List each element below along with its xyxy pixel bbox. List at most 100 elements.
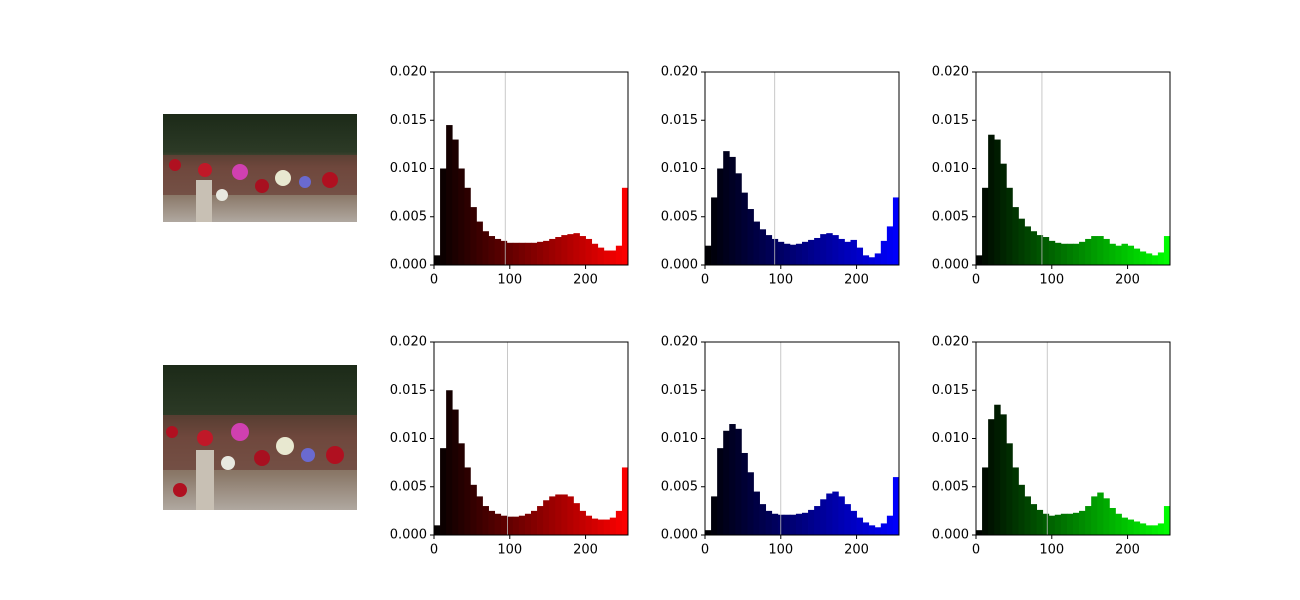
bar — [1091, 236, 1098, 265]
y-tick-label: 0.020 — [390, 335, 427, 350]
bar — [868, 257, 876, 265]
bar — [1048, 240, 1056, 265]
photo-bottom — [163, 365, 357, 510]
bar — [838, 496, 845, 535]
bar — [494, 513, 502, 535]
bar — [1121, 517, 1128, 535]
bar — [1127, 245, 1135, 265]
bar — [1103, 498, 1110, 535]
bar — [1012, 467, 1019, 535]
bar — [814, 506, 821, 535]
x-tick-label: 0 — [972, 273, 980, 288]
bar — [567, 234, 574, 265]
bar — [1066, 243, 1074, 265]
bar — [1073, 512, 1080, 535]
x-tick-label: 200 — [573, 543, 598, 558]
bar — [470, 484, 477, 535]
bar — [615, 510, 623, 535]
bar — [1133, 521, 1141, 535]
bar — [850, 510, 857, 535]
bar — [1139, 523, 1147, 535]
bar — [1109, 507, 1116, 535]
y-tick-label: 0.005 — [661, 479, 698, 494]
bar — [783, 243, 791, 265]
bar — [759, 229, 767, 265]
x-tick-label: 200 — [844, 543, 869, 558]
bar — [753, 221, 760, 265]
bar — [838, 238, 845, 265]
y-tick-label: 0.000 — [661, 528, 698, 543]
y-tick-label: 0.000 — [932, 528, 969, 543]
bar — [531, 242, 538, 265]
bar — [591, 243, 599, 265]
bar — [597, 247, 605, 265]
bar — [434, 525, 441, 535]
x-tick-label: 0 — [430, 273, 438, 288]
bar — [470, 207, 477, 265]
y-tick-label: 0.020 — [390, 65, 427, 80]
bar — [1145, 525, 1153, 535]
bar — [844, 241, 851, 265]
y-tick-label: 0.005 — [661, 209, 698, 224]
bar — [1060, 243, 1068, 265]
bar — [585, 238, 593, 265]
bar — [591, 518, 599, 535]
y-tick-label: 0.005 — [390, 209, 427, 224]
bar — [500, 240, 508, 265]
bar — [1024, 226, 1031, 265]
bar — [567, 496, 574, 535]
y-tick-label: 0.010 — [390, 161, 427, 176]
bar — [537, 241, 544, 265]
bar — [777, 241, 785, 265]
bar — [988, 419, 995, 535]
x-tick-label: 0 — [972, 543, 980, 558]
x-tick-label: 0 — [701, 543, 709, 558]
bar — [531, 510, 538, 535]
x-tick-label: 200 — [1115, 543, 1140, 558]
x-tick-label: 100 — [768, 543, 793, 558]
bar — [1030, 231, 1038, 265]
bar — [814, 237, 821, 265]
y-tick-label: 0.020 — [661, 335, 698, 350]
bar — [1012, 207, 1019, 265]
y-tick-label: 0.010 — [932, 431, 969, 446]
bar — [573, 233, 580, 265]
bar — [561, 494, 568, 535]
bar — [820, 499, 827, 535]
bar — [741, 452, 748, 535]
bar — [832, 491, 839, 535]
bar — [579, 510, 586, 535]
bar — [518, 242, 526, 265]
y-tick-label: 0.010 — [390, 431, 427, 446]
bar — [765, 510, 773, 535]
bar — [826, 493, 833, 535]
bar — [753, 491, 760, 535]
bar — [585, 515, 593, 535]
x-tick-label: 100 — [768, 273, 793, 288]
bar — [1121, 243, 1128, 265]
bar — [482, 506, 489, 535]
bar — [1097, 492, 1104, 535]
bar — [711, 197, 718, 265]
bar — [1024, 496, 1031, 535]
bar — [802, 512, 809, 535]
bar — [747, 472, 754, 535]
bar — [1085, 506, 1092, 535]
bar — [783, 514, 791, 535]
bar — [1139, 251, 1147, 265]
y-tick-label: 0.010 — [661, 161, 698, 176]
bar — [621, 187, 629, 265]
bar — [729, 156, 736, 265]
bar — [1091, 496, 1098, 535]
bar — [802, 241, 809, 265]
bar — [1163, 506, 1171, 535]
bar — [603, 250, 611, 265]
bar — [1115, 513, 1122, 535]
y-tick-label: 0.015 — [390, 383, 427, 398]
bar — [1054, 514, 1062, 535]
bar — [603, 519, 611, 535]
bar — [1109, 243, 1116, 265]
bar — [994, 404, 1001, 535]
bar — [850, 239, 857, 265]
bar — [1133, 248, 1141, 265]
